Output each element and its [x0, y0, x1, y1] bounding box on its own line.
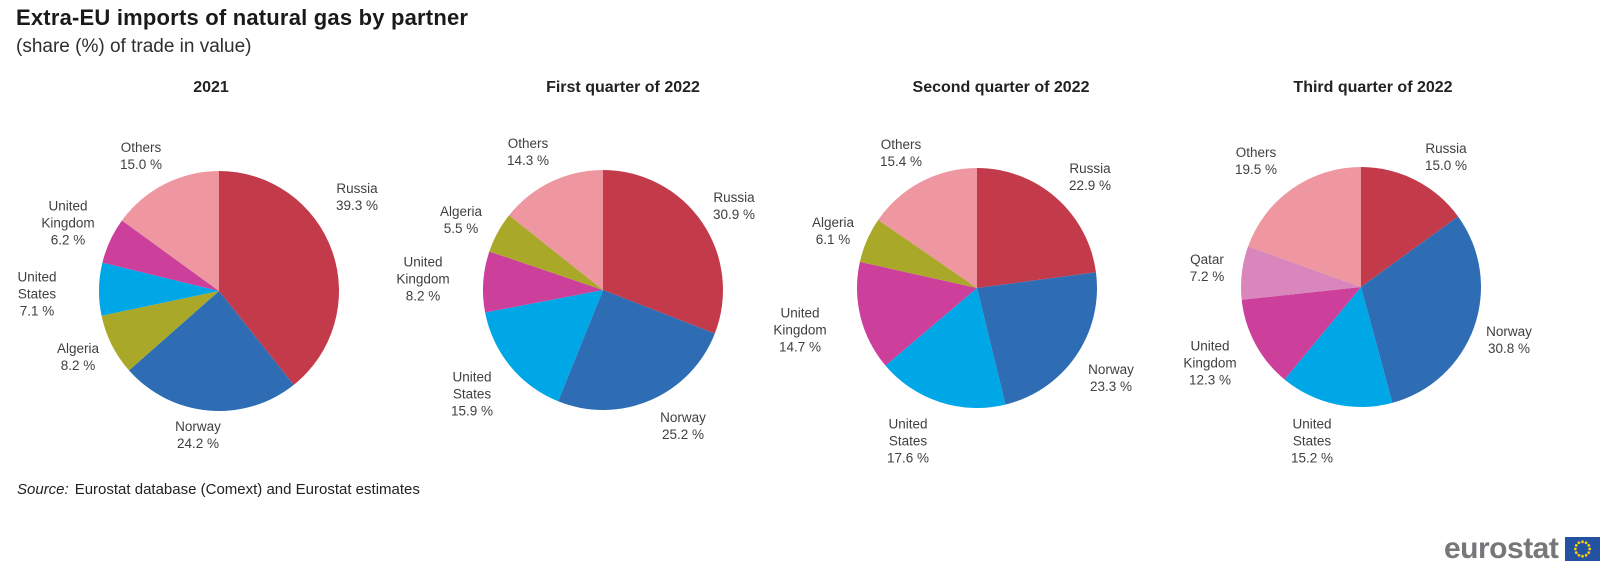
eu-flag-star: [1585, 541, 1588, 545]
pie-slice-others: [121, 171, 219, 291]
slice-label-others: Others 19.5 %: [1234, 144, 1278, 177]
pie-slice-united-kingdom: [1241, 287, 1361, 380]
pie-slice-united-states: [98, 262, 219, 316]
slice-label-qatar: Qatar 7.2 %: [1189, 251, 1225, 284]
slice-label-united-kingdom: United Kingdom 6.2 %: [41, 198, 95, 248]
pie-slice-algeria: [489, 215, 603, 290]
slice-label-others: Others 15.0 %: [119, 139, 163, 172]
slice-label-norway: Norway 30.8 %: [1486, 323, 1532, 356]
pie-slice-russia: [977, 168, 1096, 288]
eu-flag-star: [1574, 547, 1578, 551]
slice-label-norway: Norway 23.3 %: [1088, 361, 1134, 394]
pie-slice-norway: [977, 272, 1097, 405]
slice-label-russia: Russia 22.9 %: [1068, 160, 1112, 193]
slice-label-norway: Norway 24.2 %: [175, 418, 221, 451]
slice-label-russia: Russia 30.9 %: [712, 189, 756, 222]
eu-flag-star: [1577, 553, 1581, 557]
pie-slice-algeria: [101, 291, 219, 371]
pie-slice-united-states: [485, 290, 603, 402]
slice-label-russia: Russia 15.0 %: [1424, 140, 1468, 173]
eu-flag-star: [1581, 540, 1585, 544]
pie-slice-united-kingdom: [483, 251, 603, 313]
pie-chart-second-quarter-of-2022: [857, 168, 1097, 408]
pie-slice-russia: [219, 171, 340, 385]
source-text: Eurostat database (Comext) and Eurostat …: [74, 481, 420, 498]
eu-flag-star: [1587, 551, 1591, 554]
pie-slice-algeria: [859, 219, 977, 288]
pie-chart-first-quarter-of-2022: [483, 170, 723, 410]
source-note: Source: Eurostat database (Comext) and Eu…: [17, 481, 420, 498]
eurostat-logo-text: eurostat: [1444, 532, 1559, 565]
slice-label-united-states: United States 15.9 %: [450, 369, 494, 419]
slice-label-united-kingdom: United Kingdom 14.7 %: [773, 305, 827, 355]
slice-label-united-states: United States 7.1 %: [17, 269, 57, 319]
chart-title-second-quarter-of-2022: Second quarter of 2022: [912, 79, 1090, 96]
eu-flag-star: [1585, 553, 1588, 557]
pie-slice-others: [509, 170, 603, 290]
chart-title-first-quarter-of-2022: First quarter of 2022: [546, 79, 700, 96]
slice-label-algeria: Algeria 8.2 %: [56, 340, 100, 373]
slice-label-algeria: Algeria 6.1 %: [811, 214, 855, 247]
pie-slice-others: [1248, 167, 1361, 287]
slice-label-united-states: United States 17.6 %: [886, 416, 930, 466]
eu-flag-icon: [1565, 537, 1601, 561]
pie-slice-qatar: [1241, 246, 1361, 300]
pie-slice-others: [878, 168, 977, 288]
pie-slice-norway: [558, 290, 715, 410]
chart-title-2021: 2021: [193, 79, 229, 96]
eu-flag-star: [1588, 547, 1592, 551]
source-label: Source:: [17, 481, 69, 498]
pie-slice-russia: [603, 170, 723, 334]
eu-flag-star: [1581, 554, 1585, 558]
eu-flag-star: [1575, 551, 1579, 554]
eu-flag-star: [1587, 544, 1591, 547]
pie-slice-russia: [1361, 167, 1459, 287]
pie-chart-2021: [98, 171, 340, 411]
pie-slice-norway: [1361, 216, 1481, 403]
pie-slice-united-states: [1284, 287, 1393, 407]
pie-slice-united-states: [885, 288, 1006, 408]
figure-title: Extra-EU imports of natural gas by partn…: [16, 5, 469, 30]
slice-label-russia: Russia 39.3 %: [335, 180, 379, 213]
figure-subtitle: (share (%) of trade in value): [16, 36, 252, 57]
slice-label-others: Others 14.3 %: [506, 135, 550, 168]
pie-slice-united-kingdom: [857, 261, 977, 366]
pie-chart-third-quarter-of-2022: [1241, 167, 1481, 407]
slice-label-algeria: Algeria 5.5 %: [439, 203, 483, 236]
eu-flag-star: [1575, 544, 1579, 547]
eurostat-logo: eurostat: [1444, 532, 1601, 565]
chart-title-third-quarter-of-2022: Third quarter of 2022: [1293, 79, 1453, 96]
slice-label-norway: Norway 25.2 %: [660, 409, 706, 442]
slice-label-united-kingdom: United Kingdom 8.2 %: [396, 254, 450, 304]
pie-slice-united-kingdom: [102, 220, 219, 291]
pie-slice-norway: [128, 291, 294, 411]
slice-label-united-states: United States 15.2 %: [1290, 416, 1334, 466]
slice-label-others: Others 15.4 %: [879, 136, 923, 169]
slice-label-united-kingdom: United Kingdom 12.3 %: [1183, 338, 1237, 388]
eu-flag-star: [1577, 541, 1581, 545]
